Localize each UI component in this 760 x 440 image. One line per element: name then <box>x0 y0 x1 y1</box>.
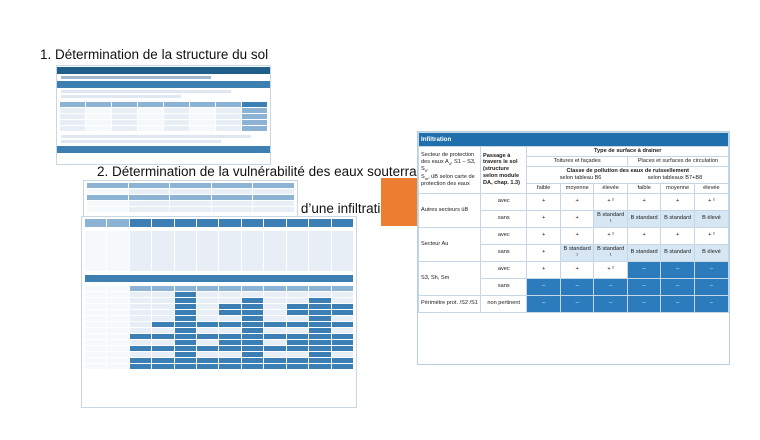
table-cell: + ² <box>593 226 628 245</box>
table-cell: – <box>593 294 628 313</box>
table-cell: + <box>660 192 695 211</box>
table-cell: – <box>626 294 662 313</box>
table-cell: B standard ¹ <box>559 243 595 262</box>
table-cell: – <box>660 294 695 313</box>
row-passage: avec <box>479 226 528 245</box>
row-passage: sans <box>479 277 528 296</box>
table-cell: + <box>626 192 662 211</box>
table-cell: – <box>693 277 730 296</box>
table-cell: B standard <box>626 243 662 262</box>
header-places: Places et surfaces de circulation <box>626 155 730 167</box>
infiltration-table: Infiltration Secteur de protection des e… <box>417 131 730 365</box>
table-cell: B standard ¹ <box>593 243 628 262</box>
table-cell: B standard <box>660 243 695 262</box>
table-cell: + <box>559 260 595 279</box>
table-cell: – <box>626 260 662 279</box>
table-cell: – <box>526 294 561 313</box>
table-cell: + <box>526 226 561 245</box>
level-moyenne-1: moyenne <box>559 182 595 194</box>
table-cell: – <box>693 294 730 313</box>
table-cell: B élevé <box>693 209 730 228</box>
header-sector: Secteur de protection des eaux Au, S1 – … <box>418 146 481 194</box>
level-elevee-2: élevée <box>693 182 730 194</box>
table-cell: + <box>559 226 595 245</box>
table-cell: + <box>526 260 561 279</box>
table-cell: + <box>559 192 595 211</box>
row-sector-perimetre: Périmètre prot. /S2 /S1 <box>418 294 481 313</box>
table-cell: – <box>526 277 561 296</box>
row-sector-ub: Autres secteurs üB <box>418 192 481 228</box>
table-cell: + <box>526 243 561 262</box>
table-cell: B standard <box>660 209 695 228</box>
header-surface-type: Type de surface à drainer <box>526 146 729 157</box>
thumbnail-structure-table <box>56 65 271 165</box>
table-cell: + ² <box>693 192 730 211</box>
row-passage: non pertinent <box>479 294 528 313</box>
table-cell: – <box>593 277 628 296</box>
table-cell: + <box>559 209 595 228</box>
table-cell: + ² <box>693 226 730 245</box>
header-pollution-class: Classe de pollution des eaux de ruissell… <box>526 165 729 184</box>
infiltration-title: Infiltration <box>418 132 729 147</box>
table-cell: – <box>693 260 730 279</box>
table-cell: – <box>559 294 595 313</box>
row-sector-au: Secteur Au <box>418 226 481 262</box>
table-cell: – <box>559 277 595 296</box>
row-passage: avec <box>479 192 528 211</box>
heading-structure-sol: 1. Détermination de la structure du sol <box>40 47 269 62</box>
table-cell: – <box>660 277 695 296</box>
header-toitures: Toitures et façades <box>526 155 628 167</box>
thumbnail-admissibilite-table <box>81 216 357 408</box>
heading-vulnerabilite: 2. Détermination de la vulnérabilité des… <box>97 164 442 179</box>
level-faible-2: faible <box>626 182 662 194</box>
table-cell: + <box>660 226 695 245</box>
row-passage: sans <box>479 243 528 262</box>
header-passage: Passage à travers le sol (structure selo… <box>479 146 528 194</box>
thumbnail-vulnerabilite-table <box>83 180 298 222</box>
level-elevee-1: élevée <box>593 182 628 194</box>
level-faible-1: faible <box>526 182 561 194</box>
table-cell: + <box>526 192 561 211</box>
table-cell: + <box>626 226 662 245</box>
table-cell: + ² <box>593 192 628 211</box>
table-cell: + ² <box>593 260 628 279</box>
table-cell: B élevé <box>693 243 730 262</box>
row-passage: sans <box>479 209 528 228</box>
table-cell: B standard ¹ <box>593 209 628 228</box>
level-moyenne-2: moyenne <box>660 182 695 194</box>
table-cell: B standard <box>626 209 662 228</box>
row-sector-s3: S3, Sh, Sm <box>418 260 481 296</box>
row-passage: avec <box>479 260 528 279</box>
table-cell: + <box>526 209 561 228</box>
table-cell: – <box>660 260 695 279</box>
table-cell: – <box>626 277 662 296</box>
